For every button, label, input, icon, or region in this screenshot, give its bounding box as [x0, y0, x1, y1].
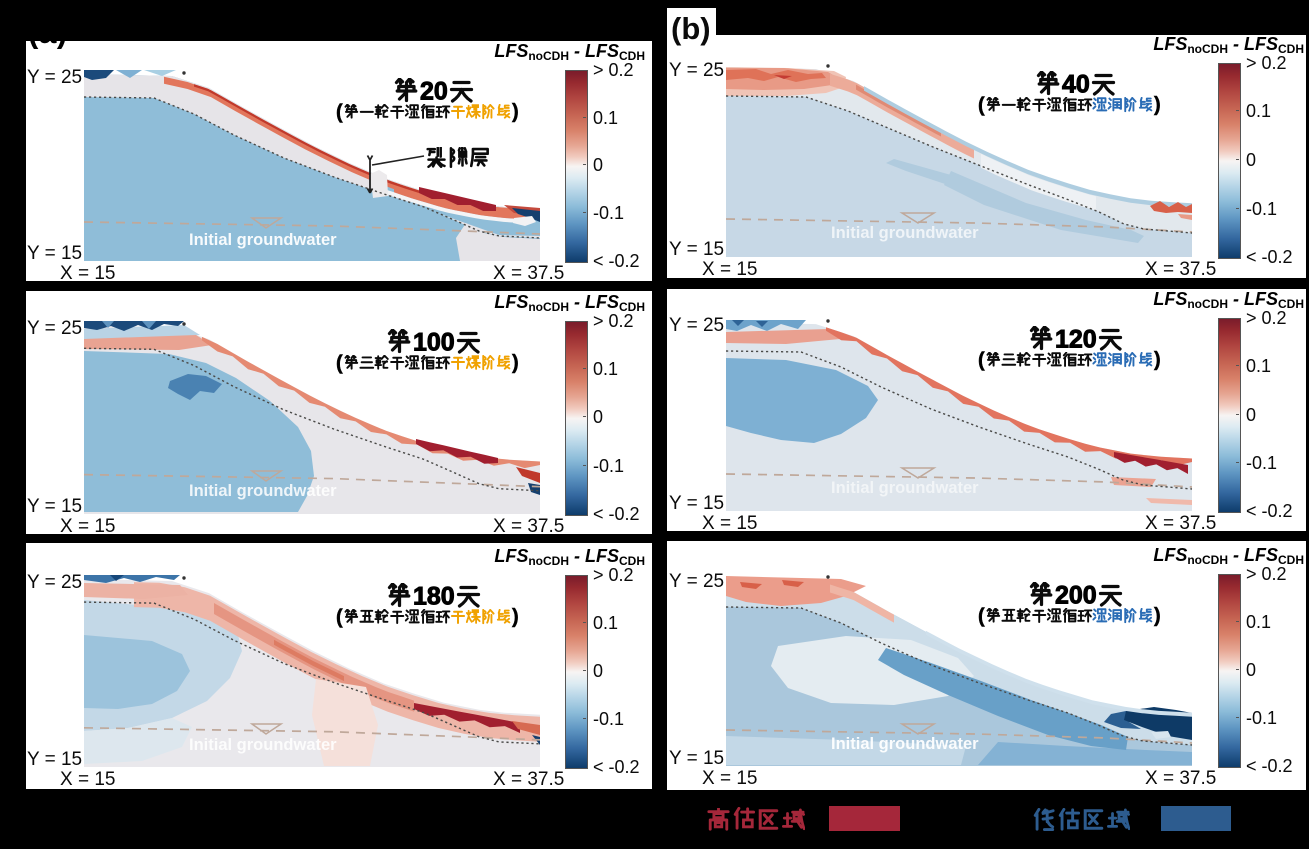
svg-text:(: (: [978, 95, 985, 117]
svg-text:(: (: [336, 102, 343, 124]
svg-text:200: 200: [1055, 582, 1097, 610]
svg-text:): ): [512, 101, 519, 123]
svg-text:): ): [1154, 605, 1161, 627]
svg-text:(: (: [336, 607, 343, 629]
svg-text:120: 120: [1055, 326, 1097, 354]
svg-text:(: (: [978, 606, 985, 628]
svg-text:): ): [1154, 349, 1161, 371]
svg-text:180: 180: [413, 583, 455, 611]
svg-text:LFSnoCDH - LFSCDH: LFSnoCDH - LFSCDH: [1153, 289, 1304, 311]
svg-text:(: (: [978, 350, 985, 372]
svg-text:): ): [1154, 94, 1161, 116]
svg-text:LFSnoCDH - LFSCDH: LFSnoCDH - LFSCDH: [1153, 34, 1304, 56]
svg-text:40: 40: [1062, 71, 1090, 99]
svg-text:LFSnoCDH - LFSCDH: LFSnoCDH - LFSCDH: [494, 546, 645, 568]
svg-text:LFSnoCDH - LFSCDH: LFSnoCDH - LFSCDH: [494, 292, 645, 314]
svg-text:LFSnoCDH - LFSCDH: LFSnoCDH - LFSCDH: [1153, 545, 1304, 567]
svg-text:20: 20: [420, 78, 448, 106]
svg-text:): ): [512, 352, 519, 374]
svg-text:(: (: [336, 353, 343, 375]
svg-text:100: 100: [413, 329, 455, 357]
svg-text:): ): [512, 606, 519, 628]
svg-text:LFSnoCDH - LFSCDH: LFSnoCDH - LFSCDH: [494, 41, 645, 63]
